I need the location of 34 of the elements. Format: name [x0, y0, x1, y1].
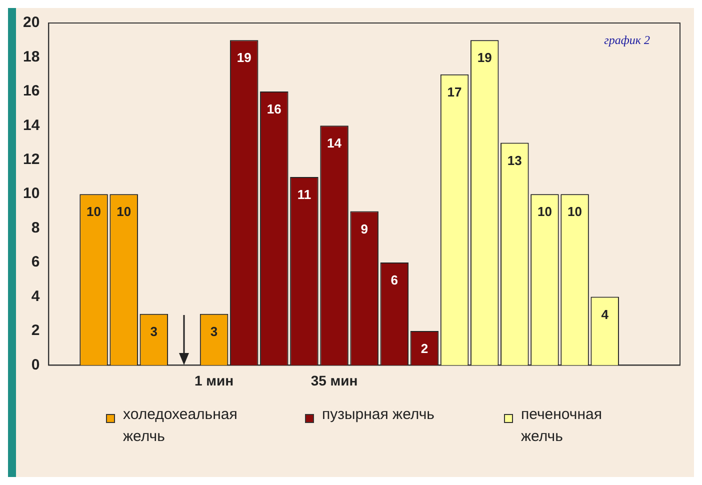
data-label: 6	[390, 272, 398, 288]
data-label: 2	[420, 341, 428, 356]
data-label: 10	[86, 204, 102, 220]
data-label: 10	[116, 204, 132, 220]
x-tick-label: 1 мин	[194, 372, 234, 388]
y-tick-label: 2	[31, 322, 40, 340]
y-tick-label: 10	[22, 185, 40, 202]
data-label: 13	[507, 152, 522, 168]
data-label: 14	[327, 136, 342, 151]
data-label: 19	[477, 50, 492, 66]
y-tick-label: 0	[31, 356, 40, 374]
data-label: 4	[601, 306, 610, 322]
annotation: график 2	[604, 33, 650, 48]
y-tick-label: 20	[22, 14, 40, 32]
y-tick-label: 8	[31, 219, 40, 236]
data-label: 10	[537, 204, 552, 220]
y-tick-label: 6	[31, 254, 40, 271]
y-tick-label: 14	[22, 116, 40, 134]
data-label: 17	[447, 84, 462, 100]
data-label: 3	[150, 324, 158, 339]
legend-label: пузырная желчь	[322, 405, 436, 425]
data-label: 16	[266, 102, 282, 117]
y-tick-label: 18	[22, 48, 40, 66]
data-label: 3	[210, 324, 218, 339]
legend-label: холедохеальная желчь	[123, 405, 238, 447]
x-tick-label: 35 мин	[310, 372, 358, 388]
data-label: 9	[360, 221, 368, 236]
data-label: 10	[568, 204, 582, 220]
legend-label: печеночная желчь	[521, 405, 603, 447]
y-tick-label: 16	[22, 82, 40, 100]
y-tick-label: 4	[31, 288, 40, 305]
data-label: 19	[236, 50, 252, 66]
y-tick-label: 12	[22, 151, 40, 168]
data-label: 11	[297, 187, 312, 202]
